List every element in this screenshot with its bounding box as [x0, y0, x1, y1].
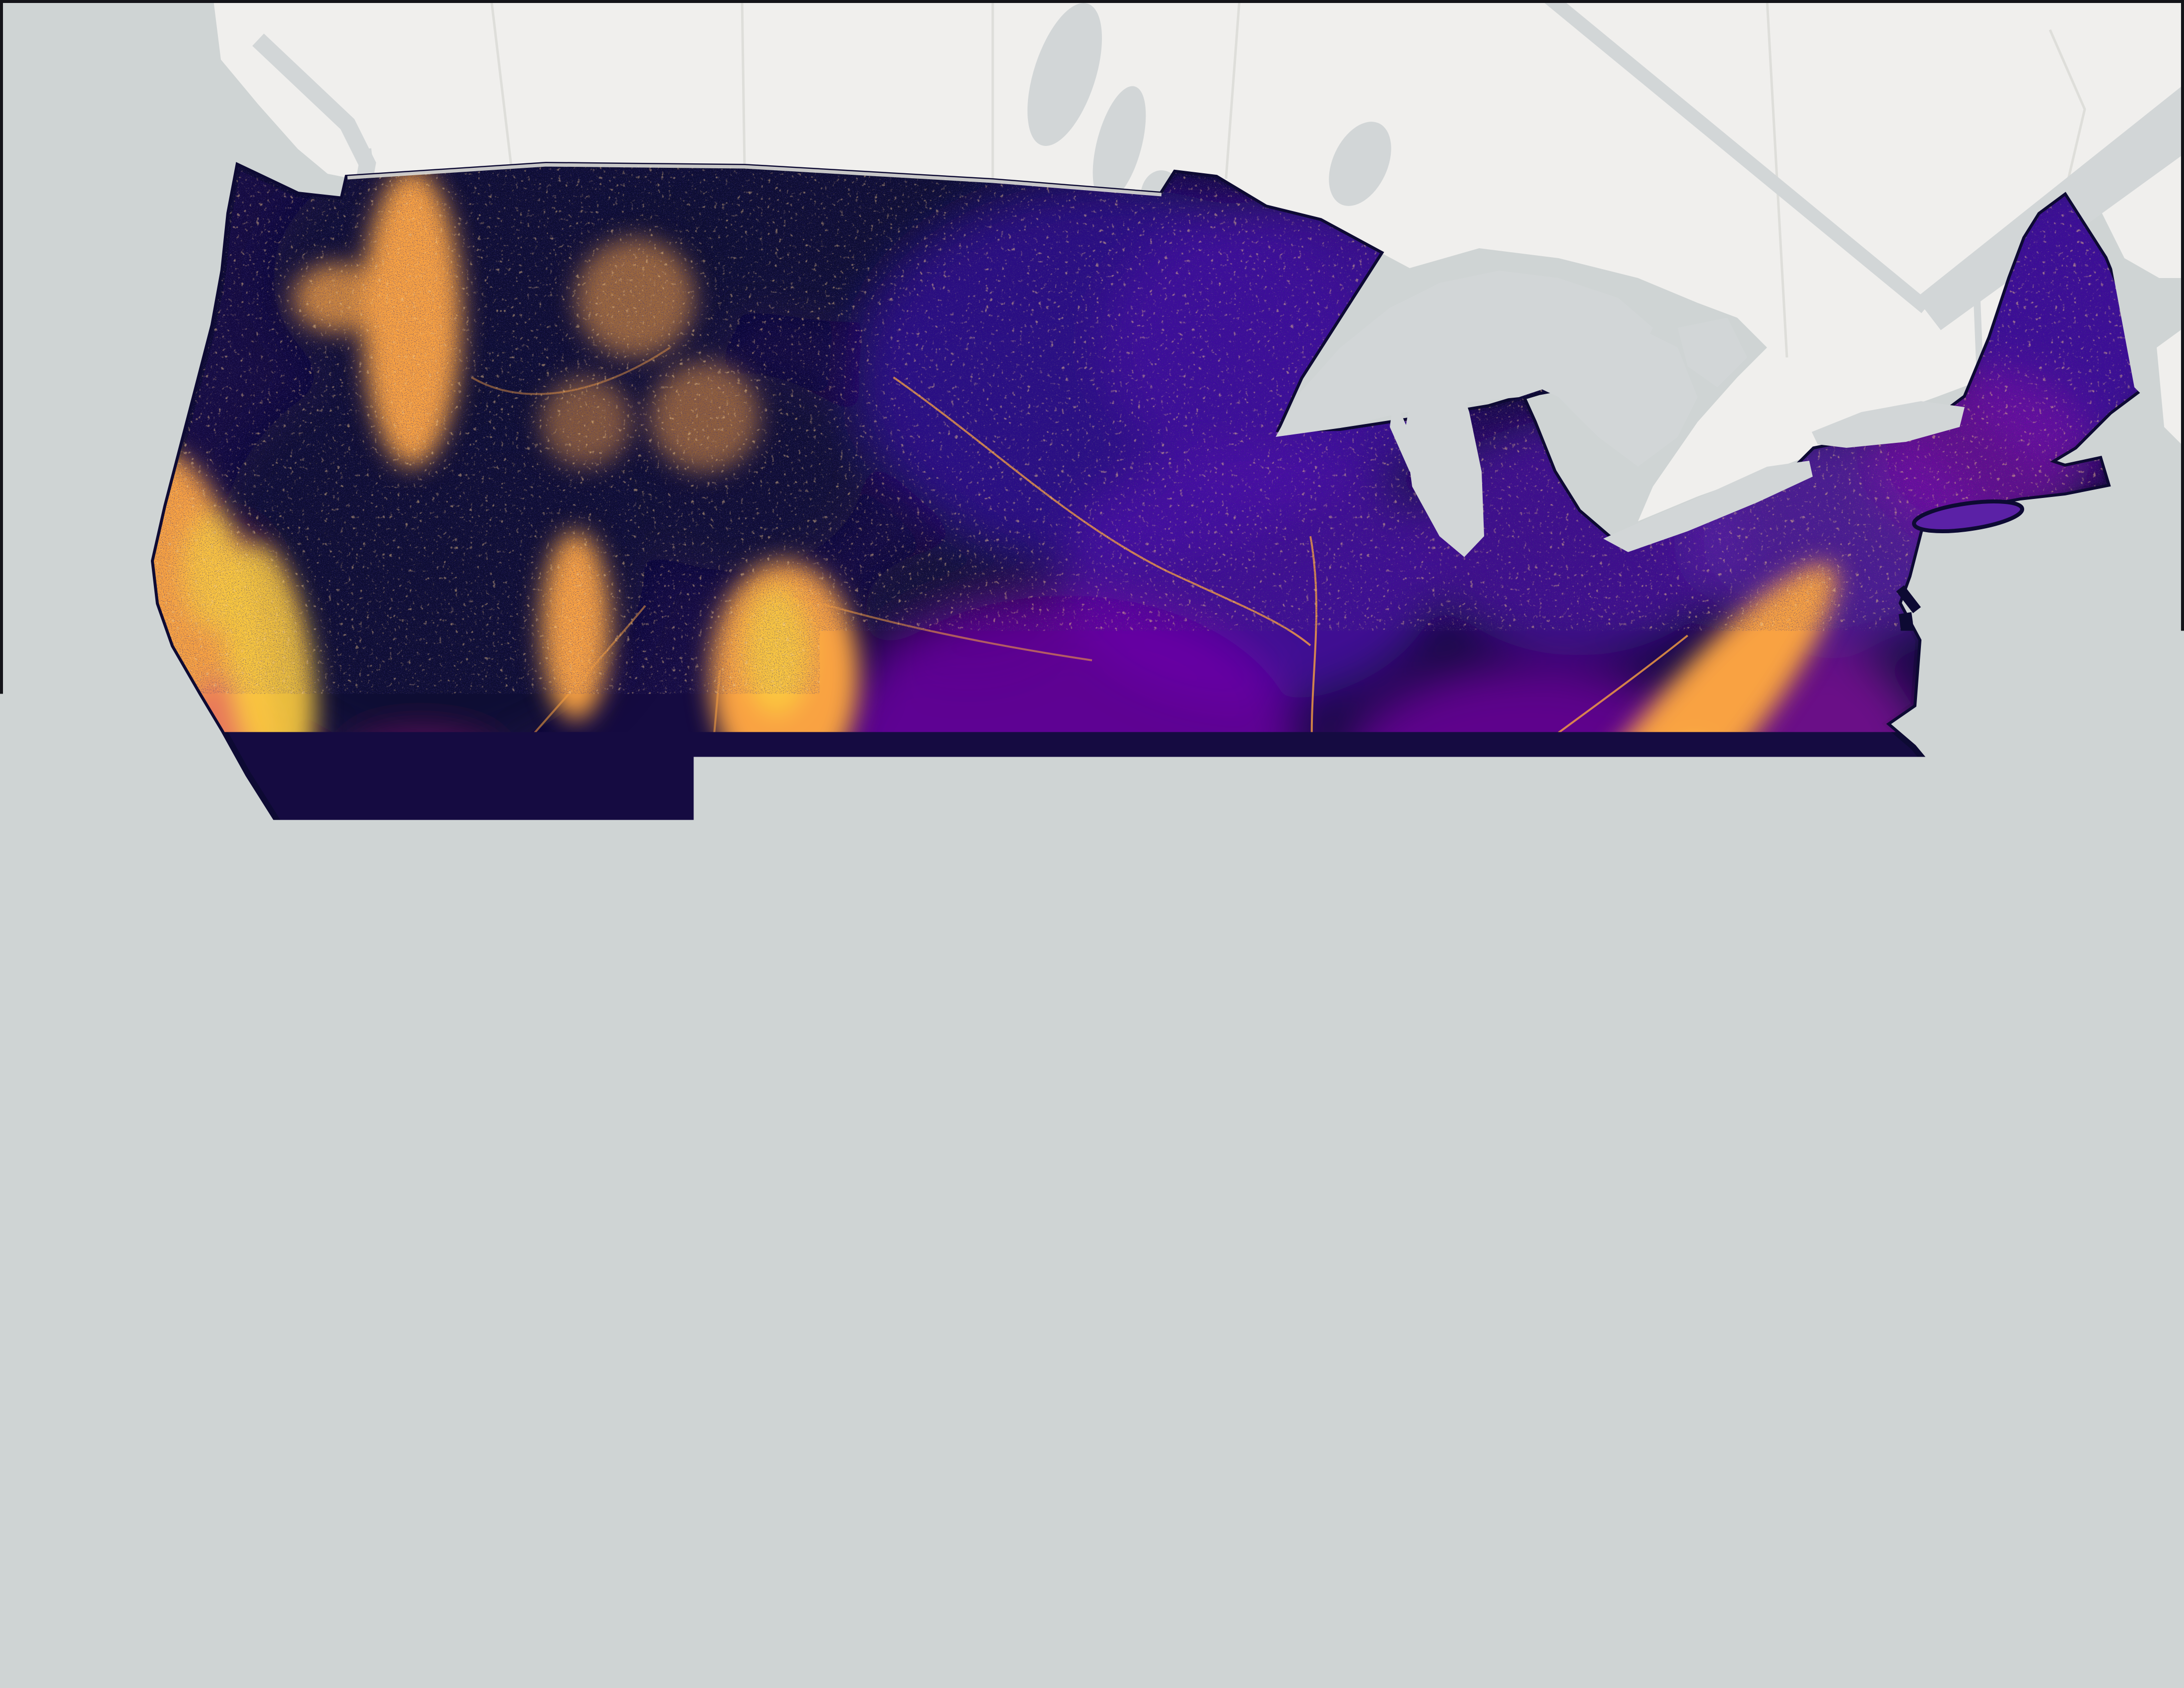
citation-line: NatureServe Network. April 2021. The Map…	[1142, 1549, 2159, 1582]
scale-label-190: 190	[768, 1528, 813, 1559]
legend-swatch	[45, 1447, 106, 1477]
scale-label-0: 0	[644, 1528, 659, 1559]
legend-swatch	[393, 1323, 454, 1354]
legend-label: ≤ 1.54	[469, 1529, 543, 1560]
scale-label-95: 95	[706, 1528, 736, 1559]
legend-item: ≤ 0.0005	[393, 1282, 588, 1313]
legend-item: ≤ 0.1	[393, 1488, 588, 1519]
attribution-citation: NatureServe Network. April 2021. The Map…	[1142, 1549, 2159, 1615]
legend-label: ≤ 0.0001	[121, 1529, 225, 1560]
legend-swatch	[393, 1529, 454, 1560]
scale-unit-label: Miles	[946, 1528, 1008, 1559]
legend-column-1: ≤0 ≤ 0.000001 ≤ 0.00001 ≤ 0.000025	[45, 1282, 255, 1612]
legend-label: ≤ 0.001	[469, 1364, 558, 1395]
legend-item: ≤ 0.005	[393, 1406, 588, 1436]
north-arrow: N	[645, 1387, 702, 1513]
legend-item: ≤ 0.000025	[45, 1406, 255, 1436]
legend-item: ≤ 0.000001	[45, 1323, 255, 1354]
legend-item: ≤ 1.54	[393, 1529, 588, 1560]
legend-swatch	[45, 1406, 106, 1436]
legend-label: ≤ 0.01	[469, 1447, 543, 1477]
scale-label-380: 380	[906, 1528, 951, 1559]
legend-swatch	[45, 1323, 106, 1354]
legend-item: ≤ 0.00075	[393, 1323, 588, 1354]
legend-label: ≤ 0.005	[469, 1406, 558, 1436]
legend-label: ≤ 0.00005	[121, 1447, 240, 1477]
legend-item: ≤ 0.000075	[45, 1488, 255, 1519]
basemap-credit: Esri, HERE, Garmin, FAO, NOAA, USGS, EPA	[1588, 1609, 2092, 1636]
legend-swatch	[45, 1364, 106, 1395]
legend-item: ≤ 0.01	[393, 1447, 588, 1477]
legend-swatch	[45, 1282, 106, 1313]
legend-label: ≤ 0.000075	[121, 1488, 255, 1519]
legend-label: ≤ 0.0005	[469, 1282, 573, 1313]
legend-label: ≤0	[121, 1282, 150, 1313]
map-title: Map of Biodiversity Importance (MoBI): R…	[47, 1187, 682, 1283]
attribution-footnote: *summed range-size rarity for vertebrate…	[1142, 1421, 2159, 1546]
legend-label: ≤ 0.1	[469, 1488, 528, 1519]
legend-swatch	[45, 1570, 106, 1601]
legend-swatch	[45, 1488, 106, 1519]
legend-swatch	[393, 1282, 454, 1313]
legend-label: ≤ 0.000025	[121, 1406, 255, 1436]
legend-panel: Map of Biodiversity Importance (MoBI): R…	[33, 1184, 1048, 1618]
legend-swatch	[393, 1406, 454, 1436]
legend-swatch	[393, 1488, 454, 1519]
legend-item: ≤0	[45, 1282, 255, 1313]
legend-column-2: ≤ 0.0005 ≤ 0.00075 ≤ 0.001 ≤ 0.005	[393, 1282, 588, 1570]
footnote-line: butterflies and skippers) based on habit…	[1142, 1504, 2159, 1546]
legend-item: ≤ 0.001	[393, 1364, 588, 1395]
legend-swatch	[393, 1364, 454, 1395]
map-title-line1: Map of Biodiversity Importance (MoBI):	[47, 1187, 682, 1235]
legend-label: ≤ 0.000001	[121, 1323, 255, 1354]
north-arrow-label: N	[645, 1387, 702, 1423]
map-document: Map of Biodiversity Importance (MoBI): R…	[0, 0, 2184, 1688]
legend-item: ≤ 0.00001	[45, 1364, 255, 1395]
legend-item: ≤ 0.00005	[45, 1447, 255, 1477]
legend-item: ≤ 0.00025	[45, 1570, 255, 1601]
legend-item: ≤ 0.0001	[45, 1529, 255, 1560]
map-title-line2: Range-Size Rarity*	[47, 1235, 682, 1283]
legend-label: ≤ 0.00075	[469, 1323, 588, 1354]
legend-label: ≤ 0.00025	[121, 1570, 240, 1601]
footnote-line: *summed range-size rarity for vertebrate…	[1142, 1421, 2159, 1463]
scale-bar: 0 95 190 380 Miles	[652, 1528, 999, 1618]
scale-bar-ruler	[652, 1560, 929, 1592]
legend-swatch	[45, 1529, 106, 1560]
footnote-line: invertebrates (mussels and crayfish) and…	[1142, 1463, 2159, 1504]
legend-label: ≤ 0.00001	[121, 1364, 240, 1395]
north-arrow-icon	[645, 1428, 702, 1513]
legend-swatch	[393, 1447, 454, 1477]
